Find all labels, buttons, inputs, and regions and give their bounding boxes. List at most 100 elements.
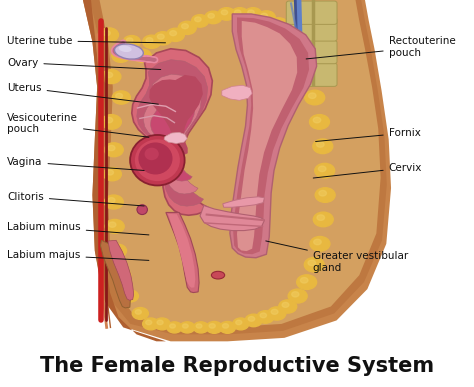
Circle shape	[222, 324, 228, 328]
FancyBboxPatch shape	[286, 63, 337, 86]
Circle shape	[245, 314, 262, 327]
Circle shape	[170, 324, 175, 328]
Circle shape	[282, 302, 289, 307]
Circle shape	[180, 322, 195, 333]
Circle shape	[101, 115, 121, 129]
Polygon shape	[100, 0, 381, 327]
Circle shape	[125, 292, 131, 297]
Circle shape	[127, 38, 133, 43]
Circle shape	[221, 10, 228, 15]
Circle shape	[108, 198, 115, 203]
Circle shape	[209, 324, 215, 328]
Polygon shape	[223, 197, 264, 207]
Circle shape	[260, 313, 266, 318]
Polygon shape	[237, 21, 297, 251]
Text: Uterus: Uterus	[7, 83, 158, 104]
Polygon shape	[149, 75, 203, 155]
Circle shape	[279, 300, 297, 313]
Polygon shape	[164, 132, 187, 144]
Text: Clitoris: Clitoris	[7, 192, 144, 206]
Text: Rectouterine
pouch: Rectouterine pouch	[306, 36, 456, 59]
Circle shape	[313, 139, 333, 154]
Circle shape	[105, 72, 113, 77]
Circle shape	[314, 239, 321, 245]
Ellipse shape	[138, 142, 173, 175]
Circle shape	[261, 13, 267, 18]
Circle shape	[103, 168, 121, 181]
Circle shape	[206, 322, 222, 333]
Polygon shape	[100, 240, 130, 308]
Circle shape	[268, 307, 286, 320]
Circle shape	[105, 117, 113, 123]
Circle shape	[294, 51, 301, 57]
Polygon shape	[137, 204, 148, 214]
Circle shape	[178, 21, 196, 34]
Circle shape	[313, 212, 333, 227]
Circle shape	[167, 322, 182, 333]
Circle shape	[133, 49, 151, 62]
Circle shape	[319, 190, 327, 196]
Circle shape	[245, 8, 262, 20]
Ellipse shape	[130, 135, 184, 185]
Circle shape	[205, 11, 222, 24]
Circle shape	[104, 143, 123, 157]
Circle shape	[154, 32, 172, 45]
Circle shape	[132, 308, 148, 319]
Polygon shape	[230, 14, 317, 258]
Circle shape	[143, 318, 159, 330]
Circle shape	[116, 93, 122, 98]
Circle shape	[317, 215, 325, 220]
Circle shape	[112, 49, 130, 62]
Circle shape	[104, 195, 123, 209]
Polygon shape	[151, 89, 195, 181]
Polygon shape	[200, 205, 264, 231]
Circle shape	[313, 117, 321, 123]
Polygon shape	[168, 214, 195, 288]
Circle shape	[146, 320, 152, 325]
Circle shape	[102, 70, 121, 84]
Circle shape	[170, 31, 176, 36]
Circle shape	[310, 236, 330, 251]
Circle shape	[112, 247, 118, 252]
Circle shape	[112, 91, 130, 104]
Circle shape	[292, 292, 299, 297]
Text: Vagina: Vagina	[7, 157, 144, 170]
Circle shape	[248, 10, 254, 15]
Circle shape	[298, 69, 318, 84]
Circle shape	[122, 290, 138, 302]
Circle shape	[195, 17, 201, 22]
Ellipse shape	[211, 271, 225, 279]
Circle shape	[109, 244, 127, 257]
Polygon shape	[83, 0, 166, 341]
Ellipse shape	[145, 148, 159, 160]
Circle shape	[317, 142, 324, 147]
Circle shape	[302, 72, 310, 77]
Circle shape	[248, 317, 255, 321]
Circle shape	[288, 289, 307, 303]
Text: The Female Reproductive System: The Female Reproductive System	[40, 356, 434, 376]
Circle shape	[146, 38, 153, 43]
Circle shape	[208, 14, 214, 18]
Circle shape	[309, 93, 316, 98]
Circle shape	[143, 35, 161, 48]
Polygon shape	[132, 49, 212, 215]
FancyBboxPatch shape	[286, 1, 337, 24]
Circle shape	[301, 277, 308, 283]
Circle shape	[115, 51, 122, 57]
Polygon shape	[233, 17, 309, 254]
Polygon shape	[166, 212, 199, 293]
Circle shape	[100, 28, 118, 42]
Polygon shape	[137, 60, 208, 206]
Ellipse shape	[137, 205, 147, 214]
Circle shape	[108, 146, 115, 151]
Circle shape	[154, 318, 170, 330]
Polygon shape	[144, 74, 201, 194]
Circle shape	[297, 275, 317, 289]
Circle shape	[235, 10, 241, 15]
Circle shape	[219, 322, 236, 333]
Text: Labium majus: Labium majus	[7, 250, 149, 260]
Circle shape	[305, 90, 325, 105]
Circle shape	[218, 8, 235, 20]
Circle shape	[257, 11, 275, 24]
Circle shape	[117, 271, 123, 276]
